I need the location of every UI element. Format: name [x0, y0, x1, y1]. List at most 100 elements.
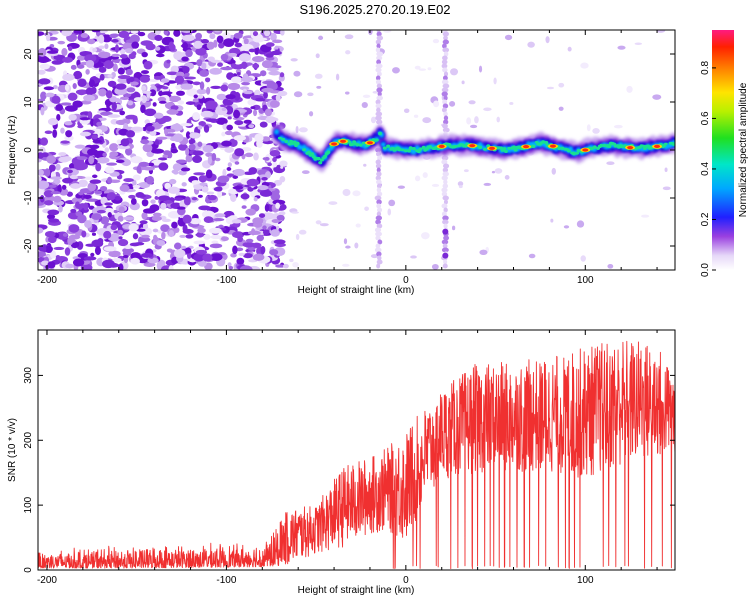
spectrogram-noise-blob: [166, 71, 178, 76]
snr-xtick-label: -100: [216, 575, 236, 586]
streak-blob: [376, 187, 382, 193]
spectrogram-noise-blob: [57, 184, 62, 194]
spectrogram-sparse-blob: [580, 255, 586, 262]
spectrogram-sparse-blob: [458, 185, 463, 189]
spectrogram-noise-blob: [221, 107, 227, 111]
spectrogram-noise-blob: [270, 50, 282, 56]
spectrogram-noise-blob: [170, 74, 177, 80]
spectrogram-noise-blob: [185, 49, 193, 58]
spectrogram-noise-blob: [250, 106, 256, 110]
spectrogram-noise-blob: [83, 194, 92, 200]
spectrogram-sparse-blob: [652, 94, 662, 100]
spectrogram-noise-blob: [180, 122, 193, 127]
spectrogram-noise-blob: [90, 118, 95, 127]
streak-blob: [443, 199, 448, 205]
signal-band-blob: [465, 142, 470, 145]
spectrogram-noise-blob: [72, 258, 85, 267]
spectrogram-noise-blob: [142, 90, 152, 94]
streak-blob: [377, 155, 383, 161]
spectrogram-noise-blob: [252, 253, 265, 261]
signal-band-blob: [512, 145, 517, 150]
signal-band-blob: [531, 144, 536, 149]
spectrogram-noise-blob: [207, 194, 217, 201]
spectrogram-sparse-blob: [316, 85, 322, 89]
spectrogram-noise-blob: [88, 155, 95, 165]
spectrogram-noise-blob: [126, 87, 136, 93]
spectrogram-noise-blob: [248, 48, 256, 53]
spectrogram-noise-blob: [205, 118, 219, 123]
spectrogram-noise-blob: [104, 147, 110, 153]
spectrogram-noise-blob: [265, 56, 275, 61]
streak-blob: [374, 227, 382, 233]
spectrogram-noise-blob: [78, 191, 84, 196]
spectrogram-noise-blob: [217, 190, 223, 198]
spectrogram-sparse-blob: [586, 124, 591, 132]
spectrogram-noise-blob: [125, 48, 134, 54]
spectrogram-noise-blob: [264, 156, 270, 161]
figure-title: S196.2025.270.20.19.E02: [299, 2, 450, 17]
spectrogram-noise-blob: [68, 224, 80, 233]
spectrogram-noise-blob: [77, 78, 87, 87]
spectrogram-noise-blob: [43, 190, 54, 198]
spectrogram-noise-blob: [67, 46, 73, 51]
spectrogram-noise-blob: [269, 150, 281, 157]
spectrogram-noise-blob: [133, 97, 143, 102]
spectrogram-noise-blob: [97, 117, 107, 121]
spectrogram-noise-blob: [227, 82, 241, 91]
streak-blob: [375, 39, 382, 45]
spectrogram-noise-blob: [76, 64, 85, 69]
spectrogram-noise-blob: [180, 167, 191, 172]
spectrogram-sparse-blob: [493, 77, 497, 85]
streak-blob: [442, 215, 449, 221]
spectrogram-noise-blob: [72, 83, 77, 89]
streak-blob: [375, 111, 383, 117]
spectrogram-noise-blob: [221, 131, 226, 137]
spectrogram-noise-blob: [116, 139, 123, 145]
spectrogram-sparse-blob: [344, 34, 354, 40]
spectrogram-sparse-blob: [470, 124, 478, 129]
streak-blob: [441, 155, 449, 161]
spectrogram-noise-blob: [214, 213, 226, 218]
spectrogram-sparse-blob: [567, 46, 572, 52]
signal-band-blob: [302, 148, 307, 152]
streak-blob: [377, 91, 382, 97]
signal-hot-spot: [582, 148, 589, 152]
spectrogram-noise-blob: [246, 178, 260, 187]
streak-blob: [375, 215, 383, 221]
spectrogram-noise-blob: [152, 102, 157, 107]
signal-band-blob: [323, 154, 328, 158]
spectrogram-noise-blob: [139, 75, 151, 83]
spectrogram-noise-blob: [90, 252, 95, 257]
spectrogram-noise-blob: [164, 182, 172, 190]
spectrogram-sparse-blob: [433, 100, 440, 108]
streak-blob: [377, 239, 383, 245]
spectrogram-noise-blob: [119, 184, 130, 192]
spectrogram-noise-blob: [198, 121, 206, 127]
spectrogram-sparse-blob: [328, 201, 338, 205]
spectrogram-noise-blob: [156, 240, 166, 247]
spectrogram-noise-blob: [230, 193, 237, 202]
spectrogram-sparse-blob: [403, 108, 410, 114]
streak-blob: [442, 67, 448, 73]
streak-blob: [442, 195, 449, 201]
spectrogram-noise-blob: [73, 30, 85, 34]
spectrogram-noise-blob: [253, 109, 258, 117]
spectrogram-noise-blob: [209, 67, 222, 75]
snr-ytick-label: 300: [23, 367, 34, 384]
signal-band-blob: [557, 146, 562, 151]
spectrogram-noise-blob: [233, 135, 247, 141]
streak-blob: [374, 247, 382, 253]
spectrogram-sparse-blob: [504, 34, 513, 41]
streak-blob: [375, 103, 382, 109]
spectrogram-noise-blob: [252, 63, 260, 69]
spectrogram-noise-blob: [38, 176, 42, 182]
spectrogram-noise-blob: [262, 229, 270, 236]
spectrogram-noise-blob: [109, 179, 121, 183]
spectrogram-noise-blob: [184, 76, 197, 80]
signal-band-blob: [499, 146, 504, 150]
spectrogram-noise-blob: [196, 231, 204, 238]
colorbar: 0.0 0.2 0.4 0.6 0.8 Normalized spectral ampl…: [700, 30, 749, 277]
spectrogram-noise-blob: [160, 224, 170, 233]
spectrogram-noise-blob: [265, 116, 277, 124]
spectrogram-noise-blob: [226, 167, 232, 171]
